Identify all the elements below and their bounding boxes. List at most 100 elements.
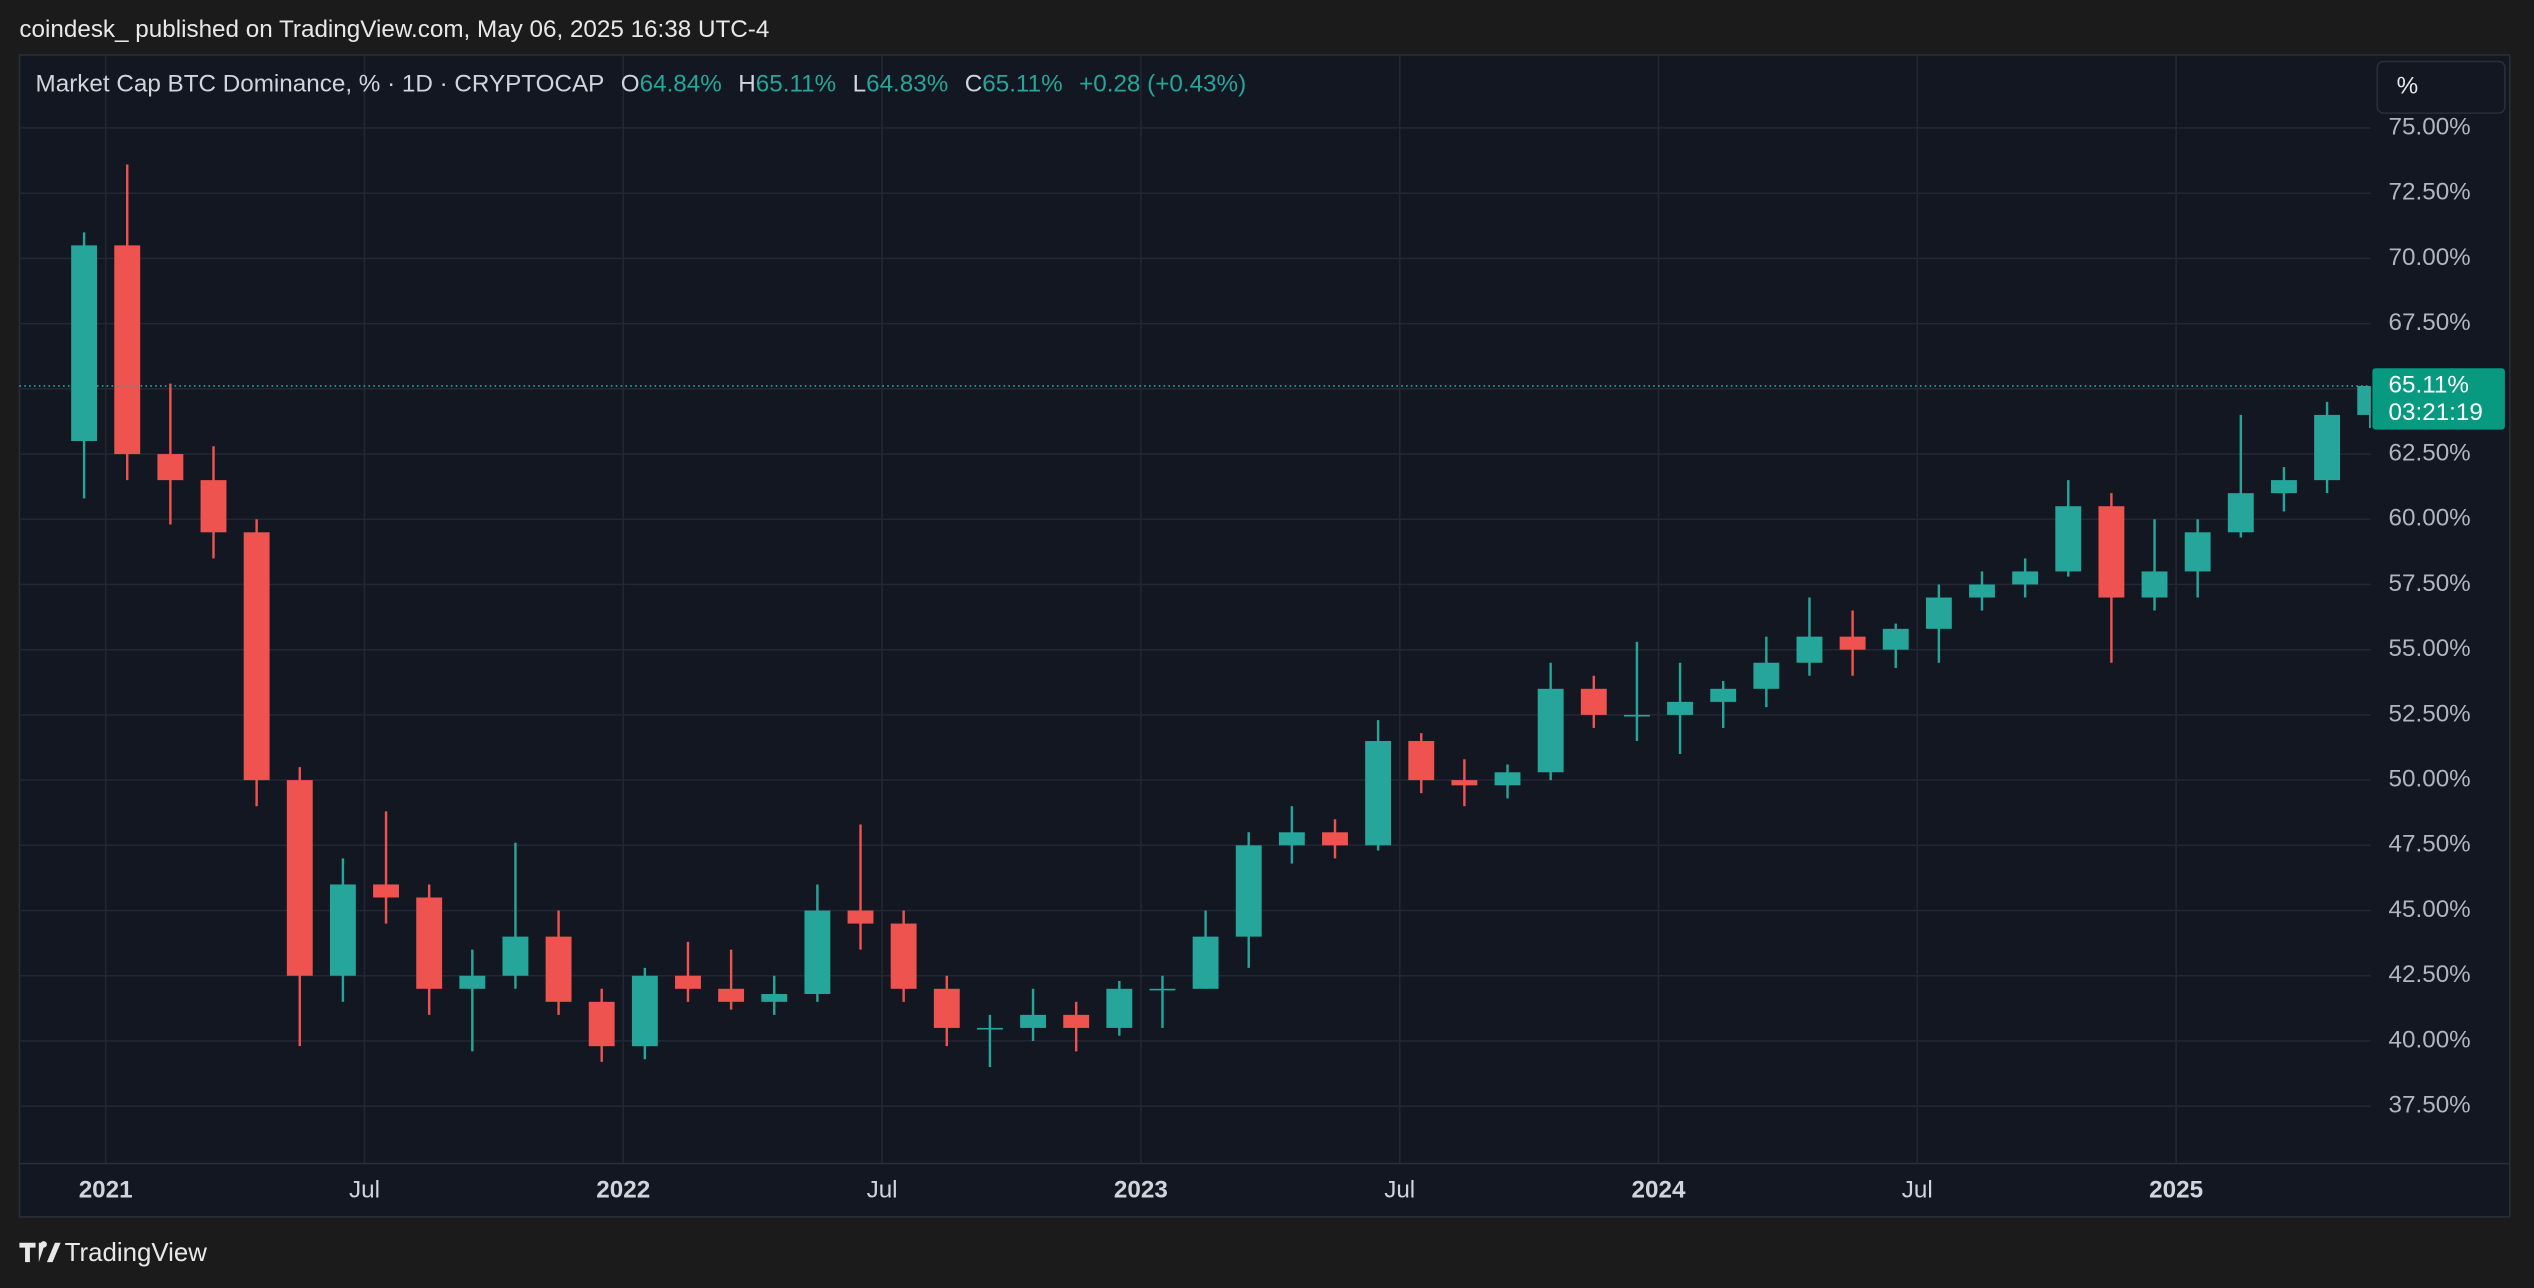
candle-body — [329, 884, 356, 976]
chart-pane — [18, 54, 2511, 1218]
candle-body — [1106, 988, 1133, 1028]
y-tick-label: 47.50% — [2389, 831, 2471, 858]
candle-body — [502, 936, 529, 976]
candle-body — [1925, 597, 1952, 629]
candle-body — [1494, 772, 1521, 786]
last-price-box — [2372, 368, 2505, 430]
candle-body — [416, 897, 443, 989]
y-tick-label: 45.00% — [2389, 896, 2471, 923]
logo-mark — [19, 1241, 61, 1263]
candle-body — [2271, 480, 2297, 494]
candle-body — [1322, 832, 1348, 846]
legend-value: 65.11% — [756, 71, 836, 98]
grid — [19, 54, 2371, 1164]
legend-key: C — [965, 71, 983, 98]
candle-body — [718, 988, 745, 1002]
candle-body — [2141, 571, 2168, 598]
candle-body — [1839, 636, 1866, 650]
y-tick-label: 60.00% — [2389, 505, 2471, 532]
series-title: Market Cap BTC Dominance, % · 1D · CRYPT… — [36, 71, 605, 98]
legend-value: 64.83% — [866, 71, 948, 98]
footer-brand: TradingView — [65, 1239, 208, 1267]
candle-body — [2314, 414, 2341, 481]
legend-key: H — [738, 71, 756, 98]
candle-body — [1537, 688, 1564, 773]
countdown-label: 03:21:19 — [2389, 399, 2483, 426]
candle-body — [2227, 493, 2254, 533]
candle-body — [157, 454, 184, 481]
candle-body — [1580, 688, 1607, 715]
publish-header: coindesk_ published on TradingView.com, … — [19, 16, 769, 43]
y-tick-label: 37.50% — [2389, 1092, 2471, 1119]
x-tick-label: 2025 — [2149, 1176, 2203, 1203]
candle-body — [1667, 701, 1694, 715]
candle-body — [200, 480, 227, 533]
candle-body — [1710, 688, 1737, 702]
candle-body — [114, 245, 141, 455]
candle-body — [675, 975, 701, 989]
candle-body — [1192, 936, 1219, 989]
y-tick-label: 50.00% — [2389, 766, 2471, 793]
y-tick-label: 42.50% — [2389, 961, 2471, 988]
legend-key: L — [853, 71, 866, 98]
x-tick-label: 2021 — [79, 1176, 133, 1203]
y-tick-label: 75.00% — [2389, 113, 2471, 140]
x-tick-label: 2023 — [1114, 1176, 1168, 1203]
candle-body — [976, 1027, 1003, 1030]
candle-body — [1796, 636, 1823, 663]
y-tick-label: 62.50% — [2389, 439, 2471, 466]
y-tick-label: 72.50% — [2389, 179, 2471, 206]
candle-body — [804, 910, 831, 995]
y-tick-label: 67.50% — [2389, 309, 2471, 336]
x-tick-label: Jul — [349, 1176, 380, 1203]
y-tick-label: 57.50% — [2389, 570, 2471, 597]
candle-body — [243, 532, 270, 781]
candle-body — [1882, 628, 1909, 650]
scale-button-box[interactable] — [2376, 60, 2506, 114]
candle-body — [2098, 506, 2125, 598]
last-price-label: 65.11% — [2389, 371, 2469, 398]
candle-body — [933, 988, 960, 1028]
legend-value: 64.84% — [640, 71, 722, 98]
candle-body — [890, 923, 917, 989]
candle-body — [847, 910, 874, 924]
candle-body — [2012, 571, 2039, 585]
candle-body — [1149, 988, 1176, 991]
x-tick-label: 2022 — [596, 1176, 650, 1203]
x-tick-label: 2024 — [1632, 1176, 1686, 1203]
candle-body — [459, 975, 486, 989]
candle-body — [1408, 740, 1435, 781]
y-tick-label: 70.00% — [2389, 244, 2471, 271]
y-tick-label: 55.00% — [2389, 635, 2471, 662]
candle-body — [1020, 1014, 1046, 1028]
scale-button-label[interactable]: % — [2397, 73, 2419, 100]
axes: 37.50% 40.00% 42.50% 45.00% 47.50% 50.00% 52.5… — [19, 113, 2505, 1203]
legend-value: 65.11% — [982, 71, 1062, 98]
candle-body — [2357, 385, 2371, 415]
candle-body — [588, 1001, 615, 1047]
x-tick-label: Jul — [1902, 1176, 1933, 1203]
candle-body — [2055, 506, 2082, 572]
legend-key: O — [621, 71, 640, 98]
candle-body — [1365, 740, 1392, 846]
footer-logo: TradingView — [19, 1239, 207, 1267]
candle-body — [1969, 584, 1995, 598]
candle-body — [1278, 832, 1305, 846]
candle-body — [373, 884, 399, 898]
candle-body — [1451, 780, 1478, 786]
candle-body — [1623, 714, 1650, 717]
candle-body — [761, 994, 788, 1002]
candle-body — [2184, 532, 2211, 572]
candle-body — [1063, 1014, 1090, 1028]
candle-body — [286, 780, 313, 976]
scale-button[interactable]: % — [2376, 60, 2506, 114]
x-tick-label: Jul — [1384, 1176, 1415, 1203]
candle-body — [71, 245, 98, 442]
x-tick-label: Jul — [867, 1176, 898, 1203]
y-tick-label: 40.00% — [2389, 1026, 2471, 1053]
candle-body — [631, 975, 658, 1047]
y-tick-label: 52.50% — [2389, 700, 2471, 727]
series-legend: Market Cap BTC Dominance, % · 1D · CRYPT… — [36, 71, 1247, 98]
